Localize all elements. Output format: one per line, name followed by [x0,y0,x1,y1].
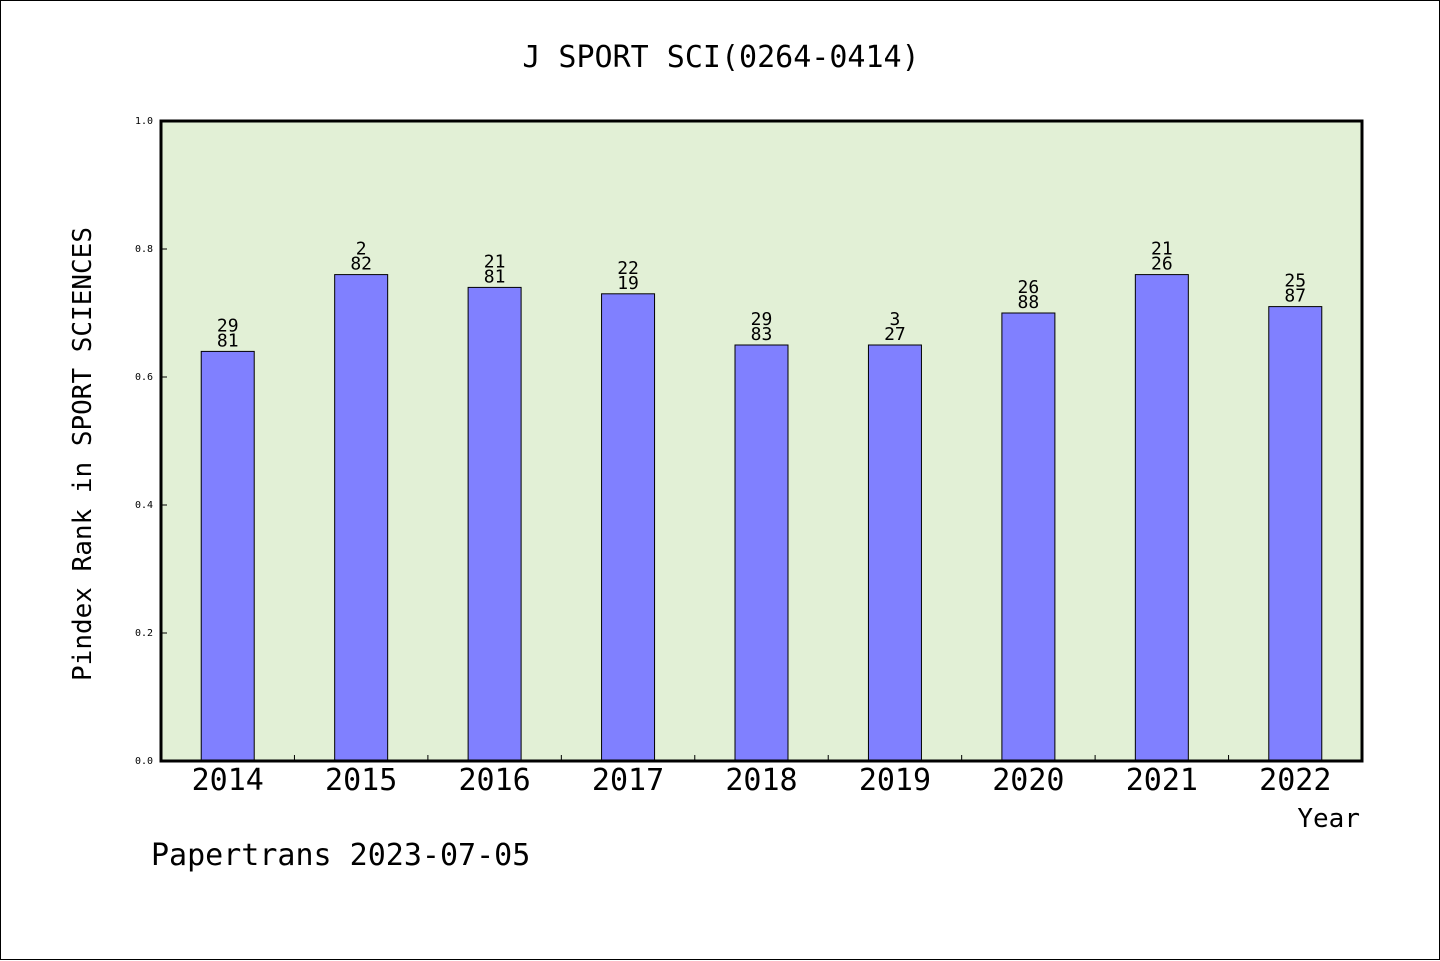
bar-label-top: 22 [617,258,639,279]
x-tick-label: 2014 [192,763,264,798]
bar-2018 [734,344,789,762]
bar-label-bottom: 87 [1284,286,1306,307]
bar-label-bottom: 81 [217,330,239,351]
bar-label-top: 29 [751,309,773,330]
bar-label-bottom: 26 [1151,254,1173,275]
x-tick-label: 2019 [859,763,931,798]
bar-label-bottom: 83 [751,324,773,345]
bar-label-top: 21 [1151,239,1173,260]
bar-label-bottom: 19 [617,273,639,294]
bar-2019 [867,344,922,762]
bar-2015 [334,274,389,762]
y-axis-title: Pindex Rank in SPORT SCIENCES [68,227,98,681]
bar-label-top: 21 [484,251,506,272]
x-tick-label: 2016 [458,763,530,798]
x-tick-label: 2018 [725,763,797,798]
bar-label-bottom: 82 [350,254,372,275]
bar-label-top: 29 [217,315,239,336]
bar-label-bottom: 27 [884,324,906,345]
bar-2021 [1134,274,1189,762]
y-tick-label: 0.4 [135,500,153,511]
bar-2022 [1268,306,1323,762]
y-tick-label: 0.6 [135,372,153,383]
x-axis-ticks: 2014 2015 2016 2017 2018 2019 2020 2021 2022 [192,755,1331,798]
y-tick-label: 0.2 [135,628,153,639]
bar-label-top: 3 [890,309,901,330]
bar-label-top: 25 [1284,271,1306,292]
x-tick-label: 2017 [592,763,664,798]
bar-2017 [601,293,656,762]
bar-2020 [1001,312,1056,762]
bar-2014 [200,350,255,762]
y-tick-label: 0.0 [135,756,153,767]
y-tick-label: 0.8 [135,244,153,255]
bar-label-bottom: 88 [1018,292,1040,313]
x-tick-label: 2015 [325,763,397,798]
footer-credit: Papertrans 2023-07-05 [151,838,530,873]
chart-title: J SPORT SCI(0264-0414) [522,40,919,75]
bar-2016 [467,286,522,762]
x-tick-label: 2021 [1126,763,1198,798]
x-axis-title: Year [1297,804,1360,834]
x-tick-label: 2022 [1259,763,1331,798]
y-tick-label: 1.0 [135,116,153,127]
bar-label-bottom: 81 [484,266,506,287]
plot-border [159,119,1364,763]
bar-label-top: 26 [1018,277,1040,298]
x-tick-label: 2020 [992,763,1064,798]
bar-label-top: 2 [356,239,367,260]
